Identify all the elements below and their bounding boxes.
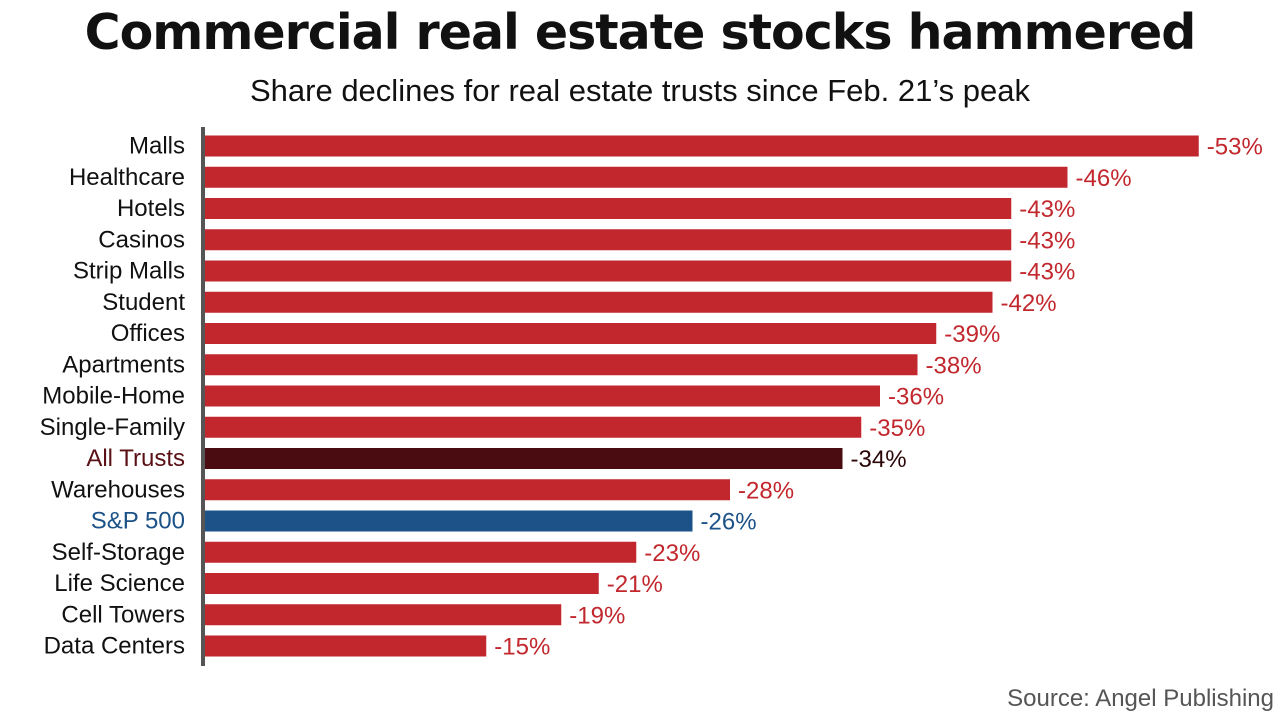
bar-row-life-science: Life Science -21% xyxy=(54,570,663,598)
bar-student xyxy=(205,291,993,313)
category-label-single-family: Single-Family xyxy=(40,414,185,441)
bar-data-centers xyxy=(205,635,487,657)
value-label-apartments: -38% xyxy=(926,352,982,379)
bar-row-malls: Malls -53% xyxy=(129,133,1263,161)
category-label-student: Student xyxy=(102,289,185,316)
value-label-hotels: -43% xyxy=(1019,196,1075,223)
bar-row-all-trusts: All Trusts -34% xyxy=(86,445,906,473)
value-label-healthcare: -46% xyxy=(1076,165,1132,192)
value-label-casinos: -43% xyxy=(1019,227,1075,254)
bar-warehouses xyxy=(205,479,730,501)
value-label-student: -42% xyxy=(1001,290,1057,317)
chart-title: Commercial real estate stocks hammered xyxy=(84,4,1197,61)
bar-row-mobile-home: Mobile-Home -36% xyxy=(42,383,944,411)
bar-row-strip-malls: Strip Malls -43% xyxy=(73,258,1075,286)
bar-row-sandp-500: S&P 500 -26% xyxy=(91,508,757,536)
bar-single-family xyxy=(205,416,862,438)
category-label-offices: Offices xyxy=(111,320,185,347)
bar-row-offices: Offices -39% xyxy=(111,320,1001,348)
value-label-cell-towers: -19% xyxy=(569,602,625,629)
bar-mobile-home xyxy=(205,385,880,407)
bar-cell-towers xyxy=(205,604,562,626)
category-label-life-science: Life Science xyxy=(54,570,185,597)
category-label-mobile-home: Mobile-Home xyxy=(42,383,185,410)
bar-row-warehouses: Warehouses -28% xyxy=(51,476,794,504)
bar-sandp-500 xyxy=(205,510,693,532)
bar-row-student: Student -42% xyxy=(102,289,1056,317)
category-label-cell-towers: Cell Towers xyxy=(61,601,185,628)
bar-malls xyxy=(205,135,1199,157)
bar-healthcare xyxy=(205,166,1068,188)
value-label-mobile-home: -36% xyxy=(888,384,944,411)
chart-subtitle: Share declines for real estate trusts si… xyxy=(249,73,1030,108)
bar-row-healthcare: Healthcare -46% xyxy=(69,164,1132,192)
bar-apartments xyxy=(205,354,918,376)
bar-row-casinos: Casinos -43% xyxy=(98,226,1075,254)
category-label-self-storage: Self-Storage xyxy=(52,539,185,566)
value-label-life-science: -21% xyxy=(607,571,663,598)
bar-row-cell-towers: Cell Towers -19% xyxy=(61,601,625,629)
value-label-single-family: -35% xyxy=(869,415,925,442)
bar-all-trusts xyxy=(205,448,843,469)
bar-row-apartments: Apartments -38% xyxy=(62,351,981,379)
category-label-casinos: Casinos xyxy=(98,226,185,253)
category-label-healthcare: Healthcare xyxy=(69,164,185,191)
bar-row-single-family: Single-Family -35% xyxy=(40,414,926,442)
bar-offices xyxy=(205,323,937,344)
category-label-strip-malls: Strip Malls xyxy=(73,258,185,285)
bar-row-hotels: Hotels -43% xyxy=(117,195,1075,223)
bar-strip-malls xyxy=(205,260,1012,282)
value-label-all-trusts: -34% xyxy=(851,446,907,473)
value-label-offices: -39% xyxy=(944,321,1000,348)
value-label-data-centers: -15% xyxy=(494,634,550,661)
category-label-warehouses: Warehouses xyxy=(51,476,185,503)
bar-row-self-storage: Self-Storage -23% xyxy=(52,539,701,567)
bar-self-storage xyxy=(205,541,637,563)
value-label-sandp-500: -26% xyxy=(701,509,757,536)
category-label-sandp-500: S&P 500 xyxy=(91,508,185,535)
bar-life-science xyxy=(205,573,599,594)
category-label-apartments: Apartments xyxy=(62,351,185,378)
category-label-hotels: Hotels xyxy=(117,195,185,222)
source-note: Source: Angel Publishing xyxy=(1007,685,1274,712)
category-label-all-trusts: All Trusts xyxy=(86,445,185,472)
bar-casinos xyxy=(205,229,1012,251)
value-label-malls: -53% xyxy=(1207,134,1263,161)
bar-hotels xyxy=(205,198,1012,219)
value-label-self-storage: -23% xyxy=(644,540,700,567)
bar-row-data-centers: Data Centers -15% xyxy=(44,633,551,661)
category-label-malls: Malls xyxy=(129,133,185,160)
category-label-data-centers: Data Centers xyxy=(44,633,185,660)
value-label-strip-malls: -43% xyxy=(1019,259,1075,286)
value-label-warehouses: -28% xyxy=(738,477,794,504)
